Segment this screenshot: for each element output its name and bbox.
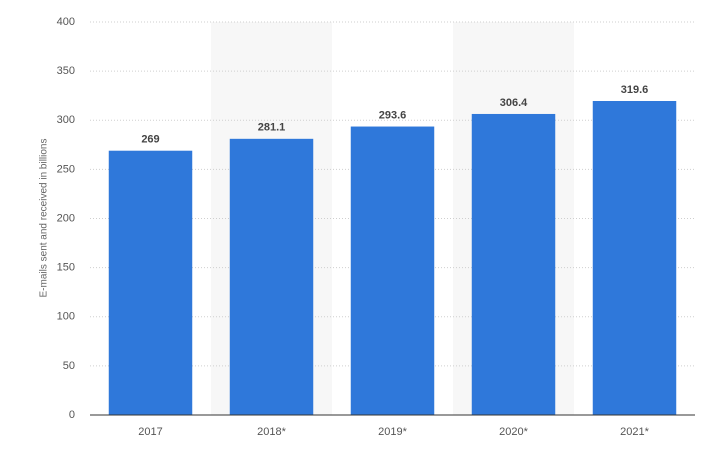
bar [350, 126, 435, 416]
y-axis-label: E-mails sent and received in billions [39, 139, 50, 298]
x-tick-label: 2017 [138, 426, 162, 438]
y-tick-label: 250 [57, 163, 75, 175]
x-tick-label: 2019* [378, 426, 407, 438]
data-label: 306.4 [500, 97, 528, 109]
y-tick-label: 400 [57, 16, 75, 28]
y-tick-label: 150 [57, 262, 75, 274]
data-label: 319.6 [621, 84, 649, 96]
data-label: 281.1 [258, 122, 286, 134]
y-tick-label: 0 [69, 409, 75, 421]
x-tick-label: 2021* [620, 426, 649, 438]
y-tick-label: 300 [57, 114, 75, 126]
x-tick-label: 2018* [257, 426, 286, 438]
data-label: 269 [141, 134, 159, 146]
y-tick-label: 50 [63, 360, 75, 372]
y-tick-label: 100 [57, 311, 75, 323]
y-tick-label: 200 [57, 212, 75, 224]
bar [471, 113, 556, 415]
y-tick-label: 350 [57, 65, 75, 77]
x-tick-label: 2020* [499, 426, 528, 438]
bar [229, 138, 314, 415]
data-label: 293.6 [379, 109, 407, 121]
bar [592, 100, 677, 416]
bar [108, 150, 193, 415]
